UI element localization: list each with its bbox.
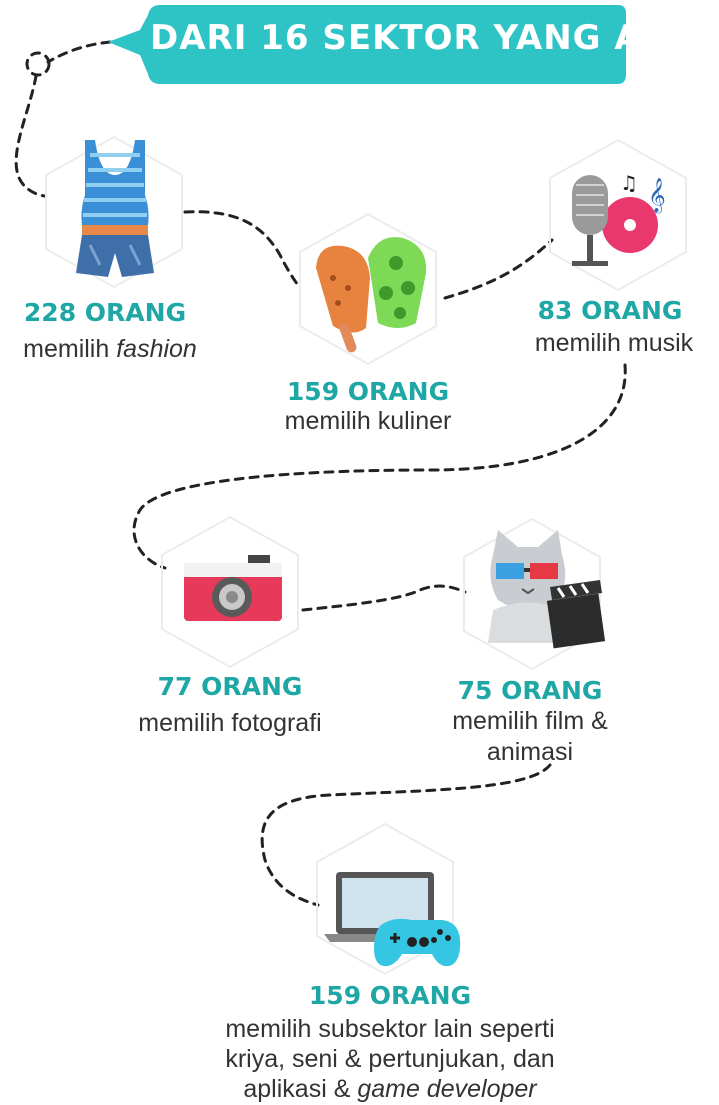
sector-label-lainnya-line2: kriya, seni & pertunjukan, dan bbox=[225, 1045, 555, 1073]
svg-text:𝄞: 𝄞 bbox=[648, 178, 666, 214]
svg-text:♫: ♫ bbox=[620, 171, 638, 195]
sector-label-lainnya-line1: memilih subsektor lain seperti bbox=[225, 1015, 555, 1043]
sector-count-kuliner: 159 ORANG bbox=[286, 377, 450, 406]
hexagon-fotografi bbox=[161, 515, 299, 669]
hexagon-lainnya bbox=[316, 822, 454, 976]
sector-count-film: 75 ORANG bbox=[457, 676, 603, 705]
hexagon-film bbox=[463, 517, 601, 671]
laptop-gamepad-icon bbox=[324, 872, 461, 967]
sector-label-fashion: memilih fashion bbox=[23, 335, 197, 363]
microphone-music-icon: ♫ 𝄞 bbox=[572, 171, 666, 266]
cat-3d-glasses-clapperboard-icon bbox=[488, 530, 606, 649]
sector-label-fotografi: memilih fotografi bbox=[138, 709, 322, 737]
sector-count-fashion: 228 ORANG bbox=[23, 298, 187, 327]
hexagon-fashion bbox=[45, 135, 183, 289]
sector-label-lainnya-line3: aplikasi & game developer bbox=[243, 1075, 537, 1103]
sector-label-musik: memilih musik bbox=[534, 329, 694, 357]
sector-label-film-line1: memilih film & bbox=[452, 707, 608, 735]
banner-title: DARI 16 SEKTOR YANG ADA bbox=[150, 18, 699, 58]
hexagon-musik bbox=[549, 138, 687, 292]
hexagon-kuliner bbox=[299, 212, 437, 366]
sector-label-kuliner: memilih kuliner bbox=[284, 407, 452, 435]
sector-count-lainnya: 159 ORANG bbox=[308, 981, 472, 1010]
tank-top-shorts-icon bbox=[76, 140, 154, 277]
banner-shape bbox=[108, 5, 626, 84]
popsicle-icon bbox=[316, 237, 427, 353]
sector-label-film-line2: animasi bbox=[486, 738, 574, 766]
sector-count-musik: 83 ORANG bbox=[537, 296, 683, 325]
sector-count-fotografi: 77 ORANG bbox=[157, 672, 303, 701]
camera-icon bbox=[184, 555, 282, 621]
